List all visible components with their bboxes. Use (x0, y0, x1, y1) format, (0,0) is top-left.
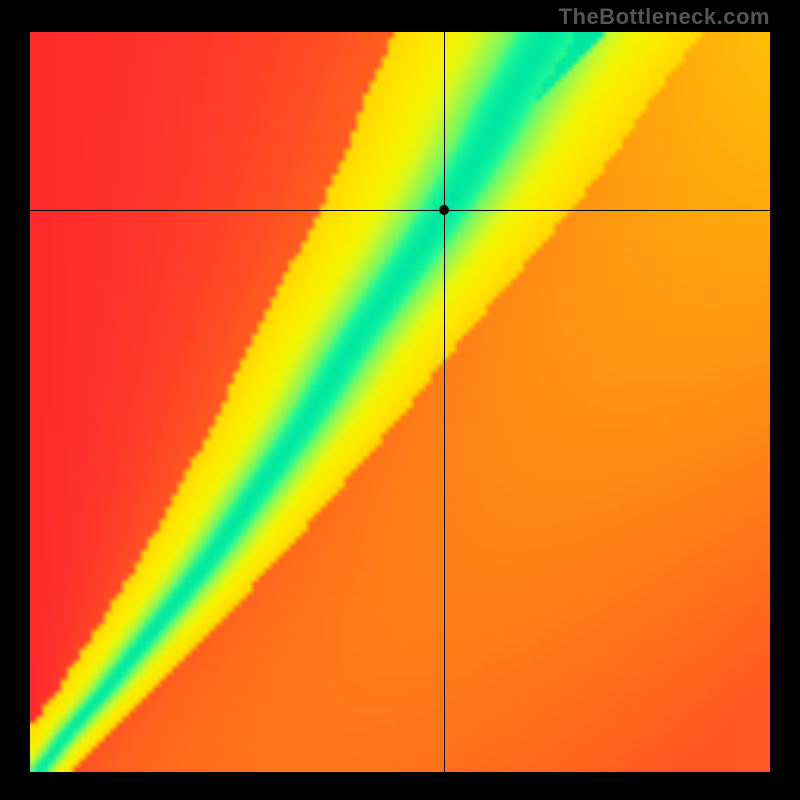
heatmap-canvas (30, 32, 770, 772)
watermark-text: TheBottleneck.com (559, 4, 770, 30)
crosshair-vertical (444, 32, 445, 772)
heatmap-chart (30, 32, 770, 772)
crosshair-horizontal (30, 210, 770, 211)
crosshair-marker (439, 205, 449, 215)
